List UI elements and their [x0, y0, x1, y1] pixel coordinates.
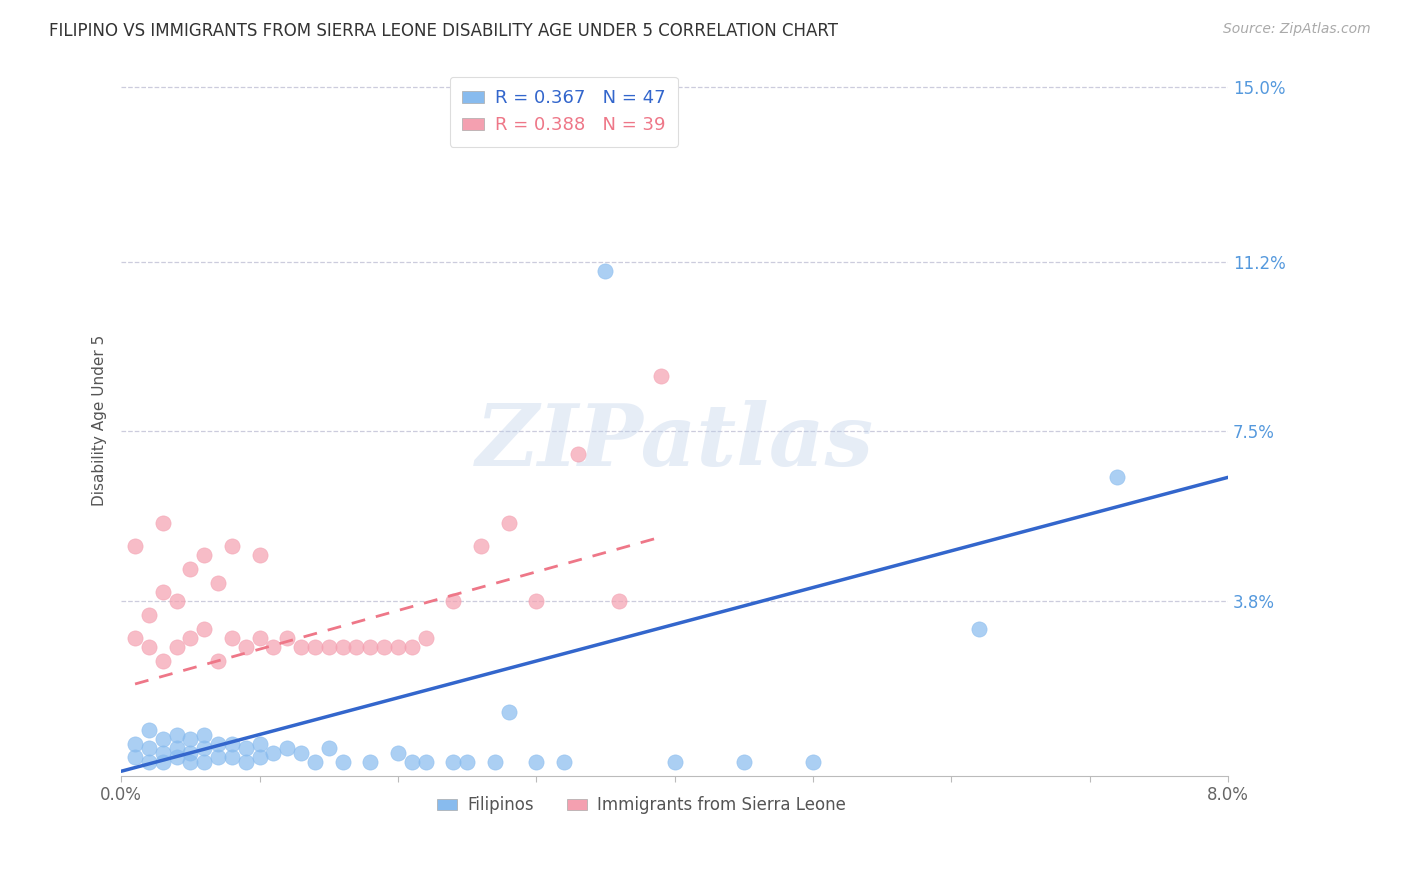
Point — [332, 755, 354, 769]
Point — [359, 640, 381, 655]
Point — [498, 705, 520, 719]
Point — [415, 755, 437, 769]
Point — [249, 737, 271, 751]
Point — [235, 755, 257, 769]
Point — [166, 640, 188, 655]
Point — [207, 654, 229, 668]
Point — [967, 622, 990, 636]
Point — [415, 631, 437, 645]
Point — [387, 640, 409, 655]
Point — [441, 594, 464, 608]
Legend: Filipinos, Immigrants from Sierra Leone: Filipinos, Immigrants from Sierra Leone — [430, 789, 852, 821]
Text: FILIPINO VS IMMIGRANTS FROM SIERRA LEONE DISABILITY AGE UNDER 5 CORRELATION CHAR: FILIPINO VS IMMIGRANTS FROM SIERRA LEONE… — [49, 22, 838, 40]
Point — [193, 727, 215, 741]
Point — [124, 737, 146, 751]
Point — [373, 640, 395, 655]
Point — [152, 585, 174, 599]
Point — [276, 741, 298, 756]
Point — [138, 723, 160, 737]
Point — [124, 750, 146, 764]
Point — [152, 746, 174, 760]
Point — [318, 741, 340, 756]
Point — [193, 741, 215, 756]
Point — [595, 263, 617, 277]
Point — [484, 755, 506, 769]
Point — [332, 640, 354, 655]
Point — [166, 727, 188, 741]
Point — [179, 732, 201, 747]
Point — [276, 631, 298, 645]
Point — [249, 750, 271, 764]
Point — [470, 539, 492, 553]
Point — [401, 755, 423, 769]
Point — [456, 755, 478, 769]
Text: Source: ZipAtlas.com: Source: ZipAtlas.com — [1223, 22, 1371, 37]
Point — [193, 622, 215, 636]
Point — [318, 640, 340, 655]
Point — [304, 755, 326, 769]
Point — [166, 594, 188, 608]
Point — [138, 608, 160, 623]
Y-axis label: Disability Age Under 5: Disability Age Under 5 — [93, 334, 107, 506]
Point — [166, 741, 188, 756]
Point — [193, 755, 215, 769]
Point — [152, 732, 174, 747]
Point — [152, 755, 174, 769]
Point — [650, 369, 672, 384]
Point — [733, 755, 755, 769]
Point — [262, 746, 284, 760]
Point — [124, 539, 146, 553]
Point — [664, 755, 686, 769]
Point — [221, 737, 243, 751]
Point — [359, 755, 381, 769]
Point — [221, 539, 243, 553]
Point — [207, 576, 229, 591]
Point — [441, 755, 464, 769]
Point — [207, 750, 229, 764]
Point — [193, 549, 215, 563]
Point — [801, 755, 824, 769]
Point — [498, 516, 520, 531]
Point — [567, 447, 589, 461]
Point — [221, 631, 243, 645]
Point — [179, 631, 201, 645]
Point — [249, 549, 271, 563]
Point — [179, 755, 201, 769]
Point — [221, 750, 243, 764]
Point — [152, 516, 174, 531]
Text: ZIPatlas: ZIPatlas — [475, 400, 873, 483]
Point — [524, 755, 547, 769]
Point — [235, 640, 257, 655]
Point — [249, 631, 271, 645]
Point — [1107, 470, 1129, 484]
Point — [607, 594, 630, 608]
Point — [401, 640, 423, 655]
Point — [290, 746, 312, 760]
Point — [524, 594, 547, 608]
Point — [290, 640, 312, 655]
Point — [553, 755, 575, 769]
Point — [138, 741, 160, 756]
Point — [124, 631, 146, 645]
Point — [207, 737, 229, 751]
Point — [179, 562, 201, 576]
Point — [166, 750, 188, 764]
Point — [138, 755, 160, 769]
Point — [152, 654, 174, 668]
Point — [179, 746, 201, 760]
Point — [344, 640, 367, 655]
Point — [138, 640, 160, 655]
Point — [262, 640, 284, 655]
Point — [304, 640, 326, 655]
Point — [235, 741, 257, 756]
Point — [387, 746, 409, 760]
